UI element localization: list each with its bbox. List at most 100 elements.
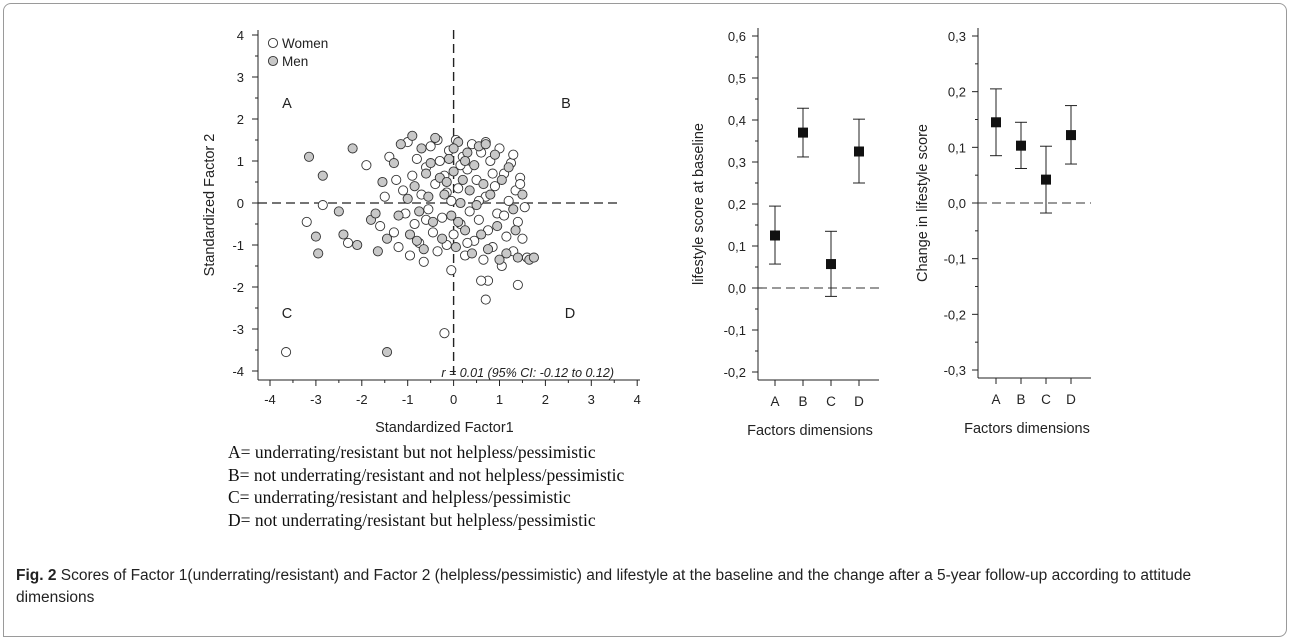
women-point (512, 216, 523, 227)
x-axis-label: Standardized Factor1 (375, 420, 514, 436)
women-point (379, 191, 390, 202)
women-point (487, 168, 498, 179)
dimension-definitions: A= underrating/resistant but not helples… (228, 441, 624, 531)
men-point (462, 147, 473, 158)
women-point (508, 149, 519, 160)
men-point (409, 181, 420, 192)
men-point (395, 139, 406, 150)
women-point (499, 210, 510, 221)
women-point (501, 231, 512, 242)
caption-text: Scores of Factor 1(underrating/resistant… (16, 567, 1192, 606)
women-point (407, 170, 418, 181)
legend-label-men: Men (282, 54, 308, 69)
y-tick-label: -1 (232, 238, 244, 253)
men-point (437, 233, 448, 244)
women-point (446, 265, 457, 276)
men-point (381, 233, 393, 244)
men-point (460, 225, 471, 236)
men-point (455, 197, 466, 209)
men-point (347, 143, 358, 154)
caption-label: Fig. 2 (16, 567, 57, 584)
legend-marker-women (267, 37, 279, 49)
quadrant-label-d: D (565, 306, 575, 322)
women-point (361, 160, 372, 171)
men-point (528, 252, 539, 263)
men-point (414, 206, 425, 217)
men-point (388, 158, 399, 169)
definition-b: B= not underrating/resistant and not hel… (228, 464, 625, 485)
women-point (404, 250, 416, 261)
women-point (391, 174, 402, 185)
women-point (342, 237, 354, 248)
men-point (503, 162, 514, 173)
women-point (453, 183, 464, 194)
women-point (478, 254, 489, 265)
men-point (478, 179, 489, 190)
women-point (473, 214, 484, 225)
figure-frame (3, 3, 1287, 637)
men-point (476, 229, 487, 240)
x-tick-label: -2 (356, 392, 368, 407)
women-point (301, 216, 312, 227)
men-point (418, 244, 429, 255)
men-point (464, 185, 475, 196)
men-point (482, 244, 494, 255)
men-point (427, 216, 438, 227)
definition-a: A= underrating/resistant but not helples… (228, 442, 596, 462)
women-point (476, 275, 487, 286)
women-point (489, 181, 500, 192)
men-point (469, 160, 480, 171)
definition-d: D= not underrating/resistant but helples… (228, 509, 596, 530)
x-tick-label: 0 (450, 392, 457, 407)
men-point (443, 153, 455, 164)
men-point (404, 229, 416, 240)
men-point (421, 168, 432, 179)
women-point (512, 279, 523, 290)
y-tick-label: -3 (232, 322, 244, 337)
y-axis-label: Standardized Factor 2 (202, 134, 218, 277)
men-point (333, 206, 344, 217)
men-point (489, 149, 500, 160)
quadrant-label-a: A (282, 96, 292, 112)
men-point (423, 191, 434, 202)
men-point (496, 174, 507, 185)
women-point (515, 179, 526, 190)
men-point (303, 151, 315, 162)
men-point (446, 210, 457, 221)
men-point (460, 155, 471, 167)
y-tick-label: 4 (237, 28, 244, 43)
men-point (372, 246, 383, 257)
men-point (450, 242, 461, 253)
x-tick-label: 4 (634, 392, 641, 407)
x-tick-label: 2 (542, 392, 549, 407)
men-point (485, 189, 496, 200)
y-tick-label: -2 (232, 280, 244, 295)
men-point (370, 208, 381, 219)
men-point (393, 210, 404, 221)
women-point (418, 256, 429, 267)
men-point (501, 248, 512, 259)
definition-c: C= underrating/resistant and helpless/pe… (228, 487, 571, 507)
women-point (517, 233, 528, 244)
x-tick-label: -3 (310, 392, 322, 407)
women-point (480, 294, 491, 305)
men-point (466, 248, 478, 259)
women-point (519, 202, 530, 213)
men-point (411, 235, 422, 246)
women-point (409, 218, 420, 230)
x-tick-label: 3 (588, 392, 595, 407)
y-tick-label: 3 (237, 70, 244, 85)
men-point (402, 193, 413, 204)
y-tick-label: 1 (237, 154, 244, 169)
men-point (510, 225, 521, 236)
women-point (375, 221, 386, 232)
men-point (457, 174, 468, 185)
y-tick-label: 0 (237, 196, 244, 211)
men-point (480, 139, 491, 150)
men-point (377, 176, 388, 188)
correlation-annotation: r = 0.01 (95% CI: -0.12 to 0.12) (441, 366, 614, 380)
men-point (512, 252, 523, 263)
scatter-chart: -4 -3 -2 -1 0 1 2 3 4 4 3 2 1 0 -1 -2 -3 -4 Standardized F… (202, 28, 641, 436)
women-point (281, 347, 292, 358)
men-point (448, 166, 459, 177)
